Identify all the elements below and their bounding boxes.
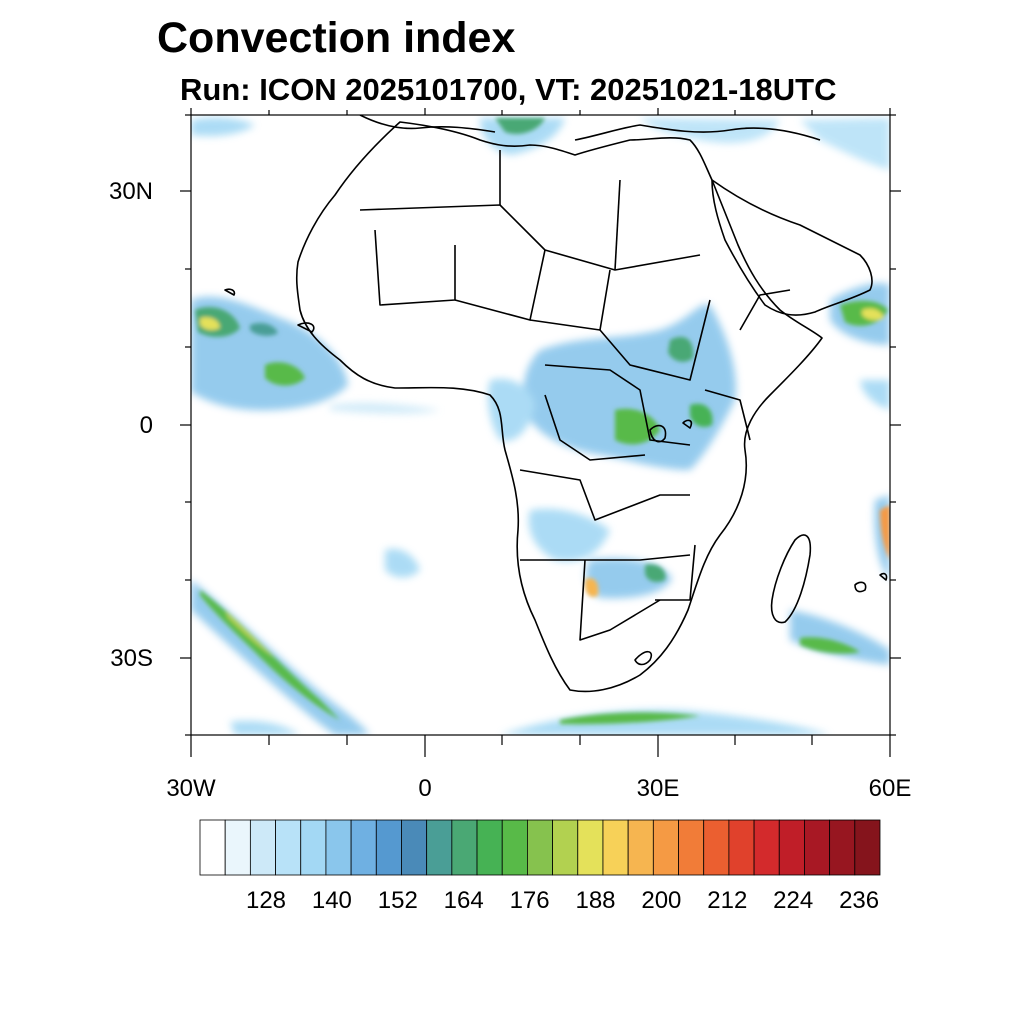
colorbar-swatch xyxy=(804,819,831,876)
y-tick-label-0: 0 xyxy=(139,412,153,439)
colorbar-swatch xyxy=(249,819,276,876)
x-tick-label-60e: 60E xyxy=(868,775,912,802)
colorbar-swatch xyxy=(224,819,251,876)
colorbar-swatch xyxy=(753,819,780,876)
colorbar-swatch xyxy=(451,819,478,876)
colorbar-swatch xyxy=(350,819,377,876)
x-tick-label-0: 0 xyxy=(418,775,432,802)
colorbar-swatch xyxy=(778,819,805,876)
colorbar-swatch xyxy=(602,819,629,876)
colorbar-label: 164 xyxy=(443,887,484,914)
colorbar-swatch xyxy=(854,819,881,876)
convection-shading xyxy=(191,117,890,735)
colorbar-swatch xyxy=(476,819,503,876)
colorbar-swatch xyxy=(375,819,402,876)
colorbar-swatch xyxy=(275,819,302,876)
colorbar-swatch xyxy=(401,819,428,876)
colorbar-swatch xyxy=(577,819,604,876)
colorbar-label: 224 xyxy=(773,887,814,914)
colorbar-label: 188 xyxy=(575,887,616,914)
colorbar-swatch xyxy=(627,819,654,876)
colorbar-swatch xyxy=(552,819,579,876)
colorbar-swatch xyxy=(300,819,327,876)
colorbar-swatch xyxy=(199,819,226,876)
colorbar-label: 176 xyxy=(509,887,550,914)
colorbar-label: 152 xyxy=(377,887,418,914)
colorbar-swatch xyxy=(527,819,553,876)
coastline-and-borders xyxy=(224,115,888,693)
colorbar-label: 200 xyxy=(641,887,682,914)
colorbar-swatch xyxy=(703,819,730,876)
colorbar-label: 236 xyxy=(839,887,880,914)
axis-ticks xyxy=(180,108,901,757)
x-tick-label-30e: 30E xyxy=(636,775,680,802)
colorbar-swatch xyxy=(678,819,705,876)
colorbar xyxy=(199,819,881,876)
colorbar-swatch xyxy=(501,819,528,876)
x-tick-label-30w: 30W xyxy=(166,775,216,802)
colorbar-swatch xyxy=(829,819,856,876)
y-tick-label-30n: 30N xyxy=(108,178,153,205)
colorbar-swatch xyxy=(325,819,352,876)
colorbar-label: 140 xyxy=(311,887,352,914)
colorbar-swatch xyxy=(426,819,453,876)
y-tick-label-30s: 30S xyxy=(110,645,153,672)
chart-title: Convection index xyxy=(157,14,516,62)
colorbar-label: 212 xyxy=(707,887,748,914)
chart-subtitle: Run: ICON 2025101700, VT: 20251021-18UTC xyxy=(180,72,837,107)
colorbar-label: 128 xyxy=(245,887,287,914)
colorbar-swatch xyxy=(728,819,755,876)
colorbar-swatch xyxy=(652,819,679,876)
